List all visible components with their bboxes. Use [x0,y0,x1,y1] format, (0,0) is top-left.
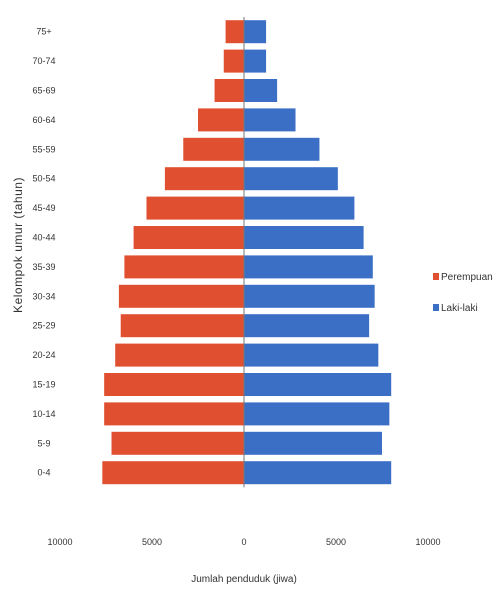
x-tick-labels: 10000 5000 0 5000 10000 [47,537,440,547]
bar-perempuan-65-69 [214,79,244,102]
y-tick-label: 10-14 [32,409,55,419]
bar-perempuan-0-4 [102,461,244,485]
y-tick-label: 65-69 [32,86,55,96]
y-tick-label: 20-24 [32,350,55,360]
y-tick-label: 55-59 [32,144,55,154]
y-tick-label: 40-44 [32,233,55,243]
bar-laki-laki-60-64 [244,108,296,132]
bar-perempuan-25-29 [120,314,244,338]
x-tick-label: 5000 [326,537,346,547]
y-tick-label: 60-64 [32,115,55,125]
y-tick-labels: 0-4 5-9 10-14 15-19 20-24 25-29 30-34 35-39 40-4… [32,27,55,478]
y-tick-label: 5-9 [37,438,50,448]
y-tick-label: 75+ [36,27,51,37]
bar-perempuan-10-14 [104,402,244,426]
bar-perempuan-70-74 [223,49,244,73]
bar-perempuan-55-59 [183,137,244,161]
bar-perempuan-15-19 [104,373,244,396]
bar-laki-laki-0-4 [244,461,392,485]
bar-laki-laki-50-54 [244,167,338,191]
bar-laki-laki-35-39 [244,255,373,279]
legend-label-perempuan: Perempuan [441,272,493,283]
legend-label-laki-laki: Laki-laki [441,303,478,314]
bar-perempuan-30-34 [118,284,244,308]
bar-laki-laki-10-14 [244,402,390,426]
legend-swatch-perempuan [433,273,439,280]
x-tick-label: 10000 [415,537,440,547]
y-tick-label: 0-4 [37,468,50,478]
y-tick-label: 35-39 [32,262,55,272]
bar-perempuan-75+ [225,20,244,44]
bar-laki-laki-55-59 [244,137,320,161]
x-axis-title: Jumlah penduduk (jiwa) [191,574,297,585]
bar-laki-laki-5-9 [244,431,382,455]
bar-laki-laki-75+ [244,20,267,44]
bar-laki-laki-30-34 [244,284,375,308]
bars-group [102,20,392,485]
bar-laki-laki-15-19 [244,373,392,396]
bar-laki-laki-20-24 [244,343,379,367]
y-tick-label: 25-29 [32,321,55,331]
bar-laki-laki-65-69 [244,79,278,102]
legend-swatch-laki-laki [433,304,439,311]
bar-perempuan-60-64 [198,108,244,132]
bar-perempuan-45-49 [146,196,244,220]
bar-laki-laki-40-44 [244,226,364,249]
y-axis-title: Kelompok umur (tahun) [11,177,25,313]
bar-perempuan-20-24 [115,343,244,367]
y-tick-label: 45-49 [32,203,55,213]
y-tick-label: 15-19 [32,380,55,390]
x-tick-label: 5000 [142,537,162,547]
bar-perempuan-35-39 [124,255,244,279]
bar-perempuan-50-54 [164,167,244,191]
y-tick-label: 50-54 [32,174,55,184]
y-tick-label: 70-74 [32,56,55,66]
x-tick-label: 10000 [47,537,72,547]
bar-laki-laki-45-49 [244,196,355,220]
bar-perempuan-40-44 [133,226,244,249]
bar-laki-laki-25-29 [244,314,370,338]
bar-laki-laki-70-74 [244,49,267,73]
bar-perempuan-5-9 [111,431,245,455]
y-tick-label: 30-34 [32,291,55,301]
legend: Perempuan Laki-laki [433,272,493,314]
x-tick-label: 0 [241,537,246,547]
